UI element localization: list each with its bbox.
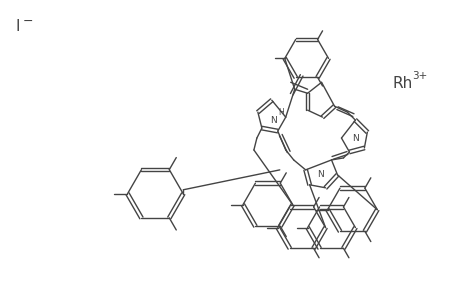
Text: −: − xyxy=(23,15,33,28)
Text: H: H xyxy=(278,108,284,117)
Text: N: N xyxy=(270,116,277,125)
Text: N: N xyxy=(352,134,359,143)
Text: N: N xyxy=(317,170,324,179)
Text: I: I xyxy=(15,19,19,33)
Text: 3+: 3+ xyxy=(412,71,427,81)
Text: Rh: Rh xyxy=(392,76,413,91)
